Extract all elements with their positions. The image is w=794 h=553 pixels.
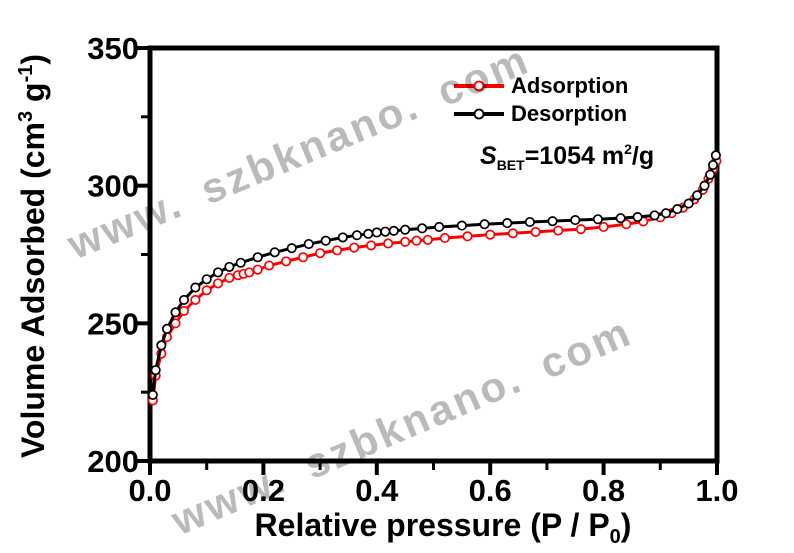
data-point-desorption (190, 282, 201, 293)
sbet-value: =1054 m (524, 142, 625, 170)
data-point-adsorption (315, 248, 326, 259)
data-point-desorption (417, 223, 428, 234)
data-point-adsorption (485, 229, 496, 240)
data-point-adsorption (201, 285, 212, 296)
legend-item-desorption: Desorption (452, 101, 628, 127)
data-point-adsorption (621, 219, 632, 230)
data-point-adsorption (462, 231, 473, 242)
data-point-adsorption (439, 232, 450, 244)
data-point-desorption (150, 365, 161, 376)
data-point-adsorption (298, 252, 309, 263)
data-point-adsorption (400, 236, 411, 247)
x-tick-label: 0.8 (582, 473, 625, 508)
data-point-adsorption (281, 256, 292, 267)
data-point-desorption (683, 198, 694, 209)
sbet-unit: /g (631, 142, 655, 170)
data-point-adsorption (383, 238, 394, 249)
data-point-desorption (363, 228, 374, 239)
data-point-desorption (692, 190, 703, 201)
legend-label-desorption: Desorption (511, 101, 628, 126)
sbet-superscript: 2 (624, 141, 632, 157)
data-point-adsorption (190, 294, 201, 305)
y-tick-label: 250 (87, 306, 139, 341)
data-point-adsorption (212, 278, 224, 289)
data-point-desorption (161, 323, 173, 334)
data-point-adsorption (575, 224, 586, 235)
y-tick-label: 200 (87, 444, 139, 479)
data-point-desorption (337, 232, 348, 243)
data-point-desorption (170, 307, 181, 318)
data-point-desorption (615, 213, 626, 224)
data-point-desorption (592, 214, 603, 225)
data-point-desorption (672, 204, 683, 215)
data-point-adsorption (332, 245, 343, 256)
data-point-desorption (570, 215, 581, 226)
data-point-desorption (303, 238, 314, 250)
legend-label-adsorption: Adsorption (511, 73, 629, 98)
data-point-adsorption (530, 226, 541, 237)
adsorption-marker-icon (454, 80, 504, 92)
data-point-adsorption (252, 264, 263, 275)
data-point-desorption (286, 243, 297, 254)
data-point-desorption (371, 227, 382, 238)
sbet-annotation: SBET=1054 m2/g (480, 141, 654, 173)
series-line-adsorption (151, 160, 718, 401)
data-point-adsorption (178, 305, 190, 316)
data-point-adsorption (244, 267, 255, 278)
data-point-desorption (699, 180, 710, 191)
legend: Adsorption Desorption (452, 73, 628, 127)
data-point-desorption (632, 212, 643, 223)
data-point-desorption (707, 159, 719, 171)
data-point-adsorption (507, 228, 518, 239)
sbet-subscript: BET (496, 157, 525, 173)
data-point-desorption (479, 219, 490, 230)
plot-frame (147, 45, 720, 464)
data-point-desorption (434, 221, 445, 233)
data-point-adsorption (349, 242, 360, 253)
desorption-marker-icon (454, 108, 504, 120)
y-tick-label: 350 (87, 31, 139, 66)
data-point-desorption (547, 216, 558, 227)
x-tick-label: 0.6 (469, 473, 512, 508)
data-point-adsorption (264, 260, 275, 271)
data-point-adsorption (224, 272, 235, 283)
data-point-desorption (660, 208, 672, 219)
x-tick-label: 1.0 (695, 473, 738, 508)
data-point-desorption (502, 218, 513, 229)
y-tick-label: 300 (87, 169, 139, 204)
data-point-desorption (178, 294, 190, 305)
data-point-desorption (147, 389, 158, 400)
data-point-desorption (269, 247, 280, 258)
data-point-desorption (351, 230, 363, 241)
data-point-desorption (380, 226, 391, 237)
legend-item-adsorption: Adsorption (452, 73, 628, 99)
data-point-adsorption (422, 234, 433, 245)
x-tick-label: 0.4 (355, 473, 399, 508)
data-point-desorption (400, 224, 411, 235)
data-point-desorption (320, 235, 331, 246)
data-point-desorption (705, 169, 716, 180)
data-point-desorption (224, 261, 235, 272)
data-point-adsorption (366, 240, 377, 251)
data-point-adsorption (598, 221, 609, 233)
data-point-desorption (235, 257, 246, 268)
sbet-symbol: S (480, 142, 497, 170)
y-axis-title: Volume Adsorbed (cm3 g-1) (15, 54, 51, 458)
data-point-desorption (649, 210, 660, 221)
data-point-desorption (212, 267, 224, 278)
data-point-desorption (524, 216, 535, 228)
data-point-desorption (252, 252, 263, 263)
data-point-desorption (388, 225, 399, 236)
data-point-adsorption (411, 235, 422, 246)
data-point-desorption (201, 274, 212, 285)
data-point-desorption (456, 220, 467, 231)
data-point-desorption (156, 340, 167, 351)
x-axis-title: Relative pressure (P / P0) (255, 507, 632, 548)
data-point-desorption (710, 150, 721, 161)
x-tick-label: 0.0 (128, 473, 171, 508)
data-point-adsorption (553, 225, 564, 236)
x-tick-label: 0.2 (242, 473, 285, 508)
